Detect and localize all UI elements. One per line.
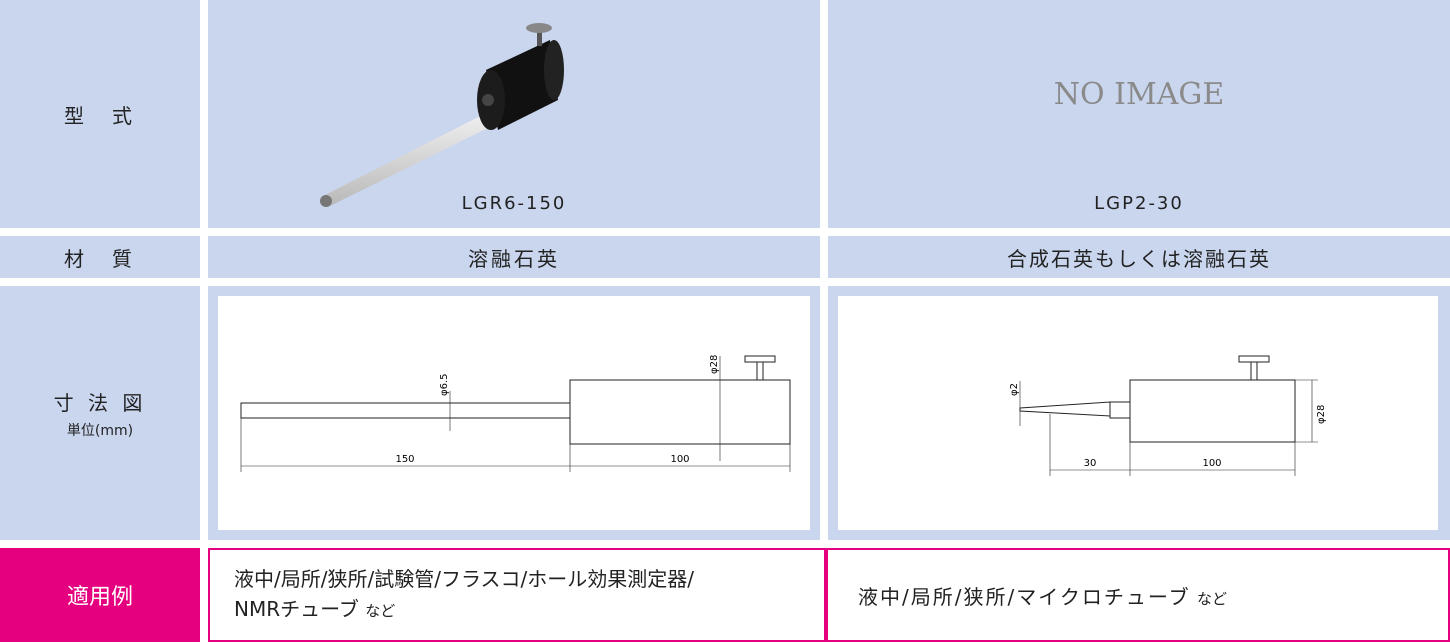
cell: LGR6-150 bbox=[208, 0, 820, 228]
unit: 単位(mm) bbox=[66, 422, 134, 439]
no-image: NO IMAGE bbox=[1053, 76, 1225, 112]
app-line: NMRチューブ bbox=[234, 597, 359, 621]
dim-label: φ28 bbox=[709, 355, 720, 374]
dim-label: φ2 bbox=[1009, 383, 1020, 396]
suffix: など bbox=[365, 602, 396, 620]
model-name: LGP2-30 bbox=[1094, 193, 1184, 214]
dim-label: φ28 bbox=[1316, 405, 1327, 424]
drawing: φ6.5 φ28 150 100 bbox=[218, 296, 810, 530]
model-name: LGR6-150 bbox=[461, 193, 567, 214]
dim-label: 150 bbox=[395, 454, 414, 465]
row-label: 型 式 bbox=[0, 0, 200, 228]
cell: φ2 φ28 30 100 bbox=[828, 286, 1450, 540]
material: 溶融石英 bbox=[208, 236, 820, 278]
material: 合成石英もしくは溶融石英 bbox=[828, 236, 1450, 278]
drawing: φ2 φ28 30 100 bbox=[838, 296, 1438, 530]
application: 液中/局所/狭所/試験管/フラスコ/ホール効果測定器/ NMRチューブ など bbox=[208, 548, 826, 642]
dim-label: 100 bbox=[1202, 458, 1221, 469]
cell: NO IMAGE LGP2-30 bbox=[828, 0, 1450, 228]
row-label: 寸 法 図 単位(mm) bbox=[0, 286, 200, 540]
dim-label: φ6.5 bbox=[439, 374, 450, 397]
dim-label: 30 bbox=[1084, 458, 1097, 469]
row-label: 材 質 bbox=[0, 236, 200, 278]
application: 液中/局所/狭所/マイクロチューブ など bbox=[826, 548, 1450, 642]
product-image bbox=[320, 23, 564, 207]
row-label: 適用例 bbox=[0, 548, 200, 642]
app-line: 液中/局所/狭所/試験管/フラスコ/ホール効果測定器/ bbox=[234, 567, 695, 591]
dim-label: 100 bbox=[670, 454, 689, 465]
app-line: 液中/局所/狭所/マイクロチューブ bbox=[858, 584, 1191, 609]
cell: φ6.5 φ28 150 100 bbox=[208, 286, 820, 540]
label: 寸 法 図 bbox=[53, 390, 147, 415]
suffix: など bbox=[1196, 589, 1227, 608]
